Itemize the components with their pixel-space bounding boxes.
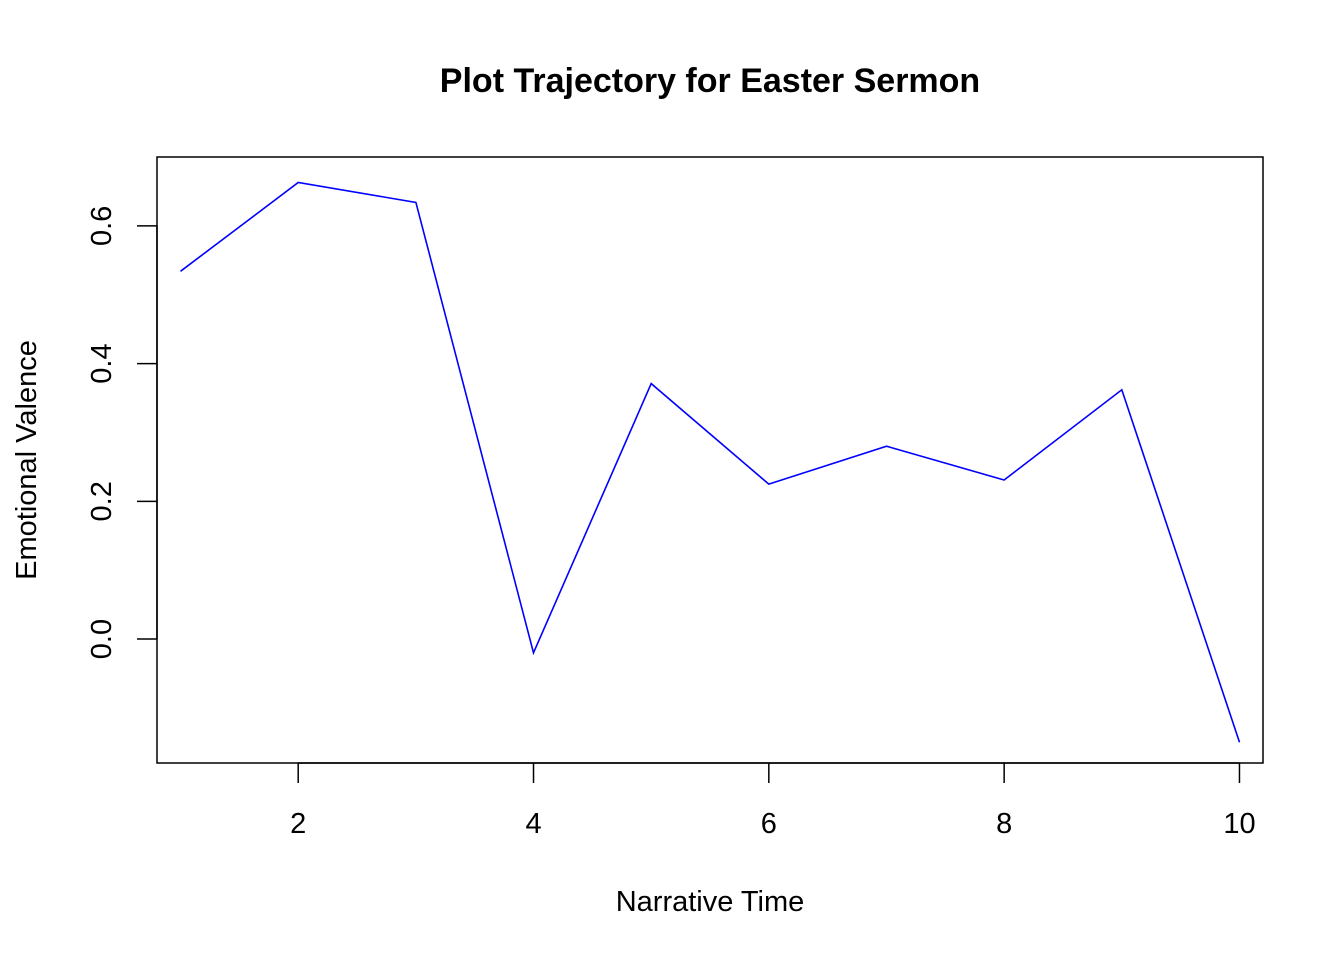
x-tick-label: 10 [1223,808,1255,840]
y-tick-label: 0.0 [86,619,118,659]
series-line [180,181,1241,743]
chart-title: Plot Trajectory for Easter Sermon [440,62,980,100]
x-axis: 2 4 6 8 10 [290,762,1256,840]
plot-frame [156,156,1264,764]
x-tick-label: 8 [996,808,1012,840]
y-axis: 0.0 0.2 0.4 0.6 [86,206,158,659]
y-axis-label: Emotional Valence [11,340,43,580]
x-tick-label: 4 [525,808,541,840]
x-tick-label: 6 [761,808,777,840]
x-tick-label: 2 [290,808,306,840]
y-tick-label: 0.6 [86,206,118,246]
x-axis-label: Narrative Time [616,886,805,918]
y-tick-label: 0.2 [86,481,118,521]
y-tick-label: 0.4 [86,343,118,383]
